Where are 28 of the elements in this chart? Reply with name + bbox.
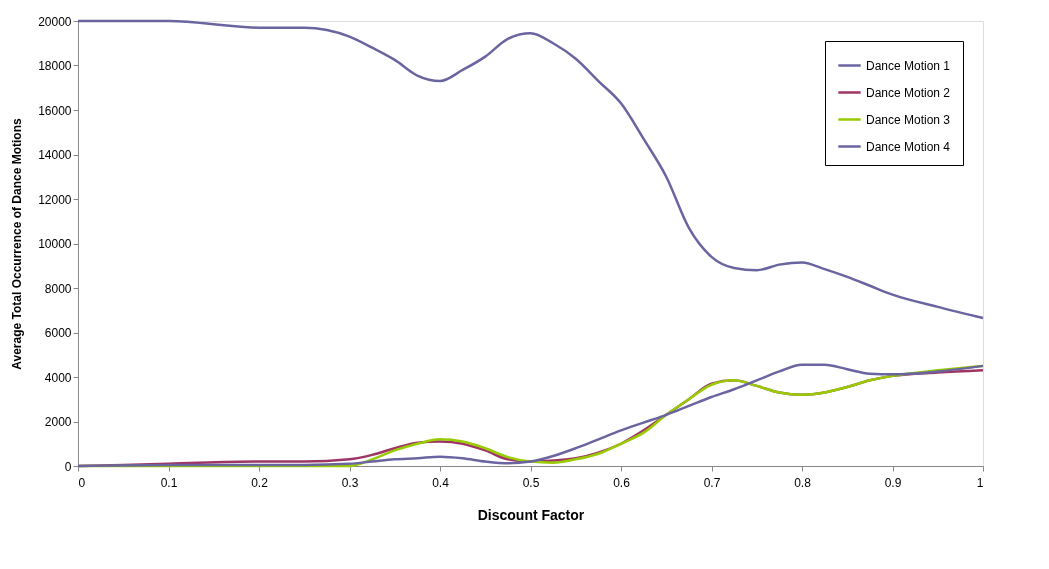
x-tick-label: 0.6 — [613, 475, 631, 490]
x-tick-label: 0.8 — [794, 475, 812, 490]
y-tick-label: 4000 — [44, 370, 72, 385]
y-axis-title: Average Total Occurrence of Dance Motions — [10, 117, 25, 370]
x-tick-label: 0.2 — [251, 475, 269, 490]
y-tick-label: 14000 — [38, 148, 72, 162]
x-axis-title: Discount Factor — [477, 506, 585, 523]
legend-label: Dance Motion 3 — [866, 112, 951, 127]
legend-label: Dance Motion 2 — [866, 85, 951, 100]
y-tick-label: 2000 — [44, 415, 72, 429]
y-tick-label: 12000 — [38, 192, 72, 207]
legend-label: Dance Motion 1 — [866, 58, 951, 73]
y-tick-label: 8000 — [44, 281, 72, 296]
y-tick-label: 18000 — [38, 59, 72, 73]
y-tick-label: 10000 — [38, 237, 72, 251]
x-tick-label: 1 — [976, 475, 984, 490]
x-tick-label: 0.3 — [341, 475, 359, 490]
x-tick-label: 0 — [78, 475, 86, 490]
x-tick-label: 0.4 — [432, 475, 450, 490]
x-tick-label: 0.9 — [884, 475, 902, 490]
y-tick-label: 16000 — [38, 103, 72, 118]
x-tick-label: 0.5 — [522, 475, 540, 490]
y-tick-label: 6000 — [44, 326, 72, 340]
y-tick-label: 0 — [64, 459, 72, 474]
legend-label: Dance Motion 4 — [866, 139, 951, 154]
x-tick-label: 0.1 — [160, 475, 178, 490]
x-tick-label: 0.7 — [703, 475, 721, 490]
y-tick-label: 20000 — [38, 14, 72, 29]
